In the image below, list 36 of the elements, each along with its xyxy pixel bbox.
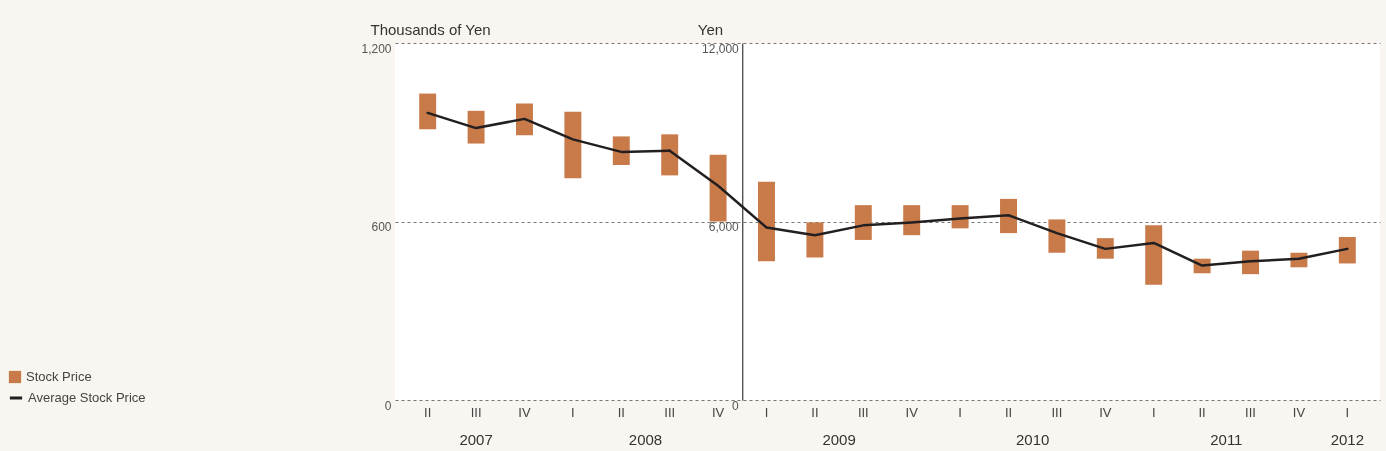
text: 2010 (1016, 431, 1050, 448)
y-axis-title: Thousands of Yen (370, 20, 491, 38)
text: 2008 (628, 431, 663, 448)
legend-label: Stock Price (26, 369, 92, 384)
x-tick-label: I (958, 404, 962, 420)
x-tick-label: III (1051, 404, 1063, 420)
x-tick-label: II (811, 404, 819, 420)
x-tick-label: III (664, 404, 676, 420)
x-tick-label: II (617, 404, 625, 420)
x-tick-label: I (1151, 404, 1156, 420)
x-tick-label: II (1198, 404, 1206, 420)
x-tick-label: I (1345, 404, 1350, 420)
x-tick-label: IV (1292, 404, 1306, 420)
y-tick-label: 600 (371, 220, 392, 234)
x-tick-label: II (424, 404, 432, 420)
x-tick-label: IV (1099, 404, 1112, 420)
text: 2011 (1210, 431, 1243, 448)
x-tick-label: IV (905, 404, 919, 420)
x-tick-label: II (1004, 404, 1013, 420)
x-tick-label: IV (711, 404, 725, 420)
x-tick-label: III (1245, 404, 1256, 420)
text: 2009 (822, 431, 856, 448)
text: 2012 (1330, 431, 1365, 448)
x-tick-label: IV (518, 404, 531, 420)
x-tick-label: III (857, 404, 869, 420)
y2-axis-title: Yen (697, 20, 724, 38)
x-tick-label: I (764, 404, 769, 420)
y-tick-label: 0 (384, 398, 392, 413)
x-tick-label: I (571, 404, 575, 420)
y-tick-label: 1,200 (361, 41, 392, 56)
y2-tick-label: 6,000 (708, 220, 740, 234)
y2-tick-label: 12,000 (702, 41, 740, 56)
text: 2007 (459, 431, 493, 448)
x-tick-label: III (470, 404, 482, 420)
legend-label: Average Stock Price (28, 390, 146, 405)
y2-tick-label: 0 (732, 398, 740, 413)
